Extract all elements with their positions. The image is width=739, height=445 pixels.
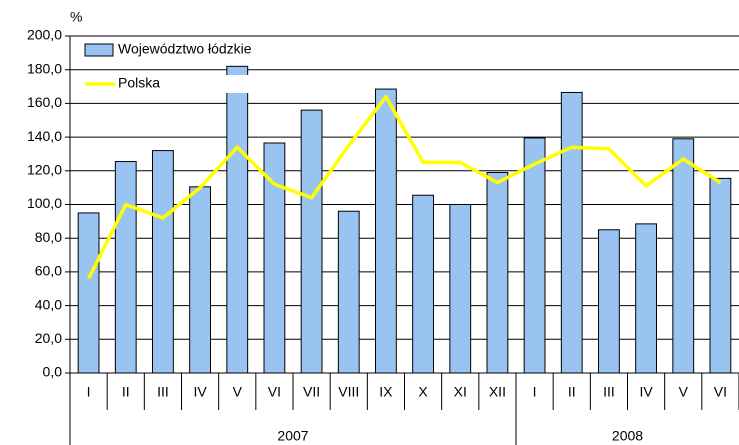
x-tick-label: XII: [489, 384, 506, 400]
x-tick-label: VII: [303, 384, 320, 400]
bar: [672, 138, 695, 374]
y-tick-label: 200,0: [27, 27, 62, 43]
x-tick-label: I: [87, 384, 91, 400]
y-tick-label: 80,0: [35, 229, 62, 245]
y-tick-label: 40,0: [35, 296, 62, 312]
bar: [152, 150, 174, 374]
y-tick-label: 160,0: [27, 94, 62, 110]
y-tick-label: 180,0: [27, 60, 62, 76]
x-tick-label: IV: [639, 384, 653, 400]
y-tick-label: 0,0: [43, 364, 63, 380]
bar: [560, 91, 583, 374]
bar: [486, 171, 509, 374]
x-tick-label: VIII: [338, 384, 359, 400]
x-group-label: 2008: [612, 428, 643, 444]
y-tick-label: 140,0: [27, 128, 62, 144]
x-tick-label: VI: [268, 384, 281, 400]
legend-bg: [115, 41, 295, 59]
x-tick-label: V: [233, 384, 243, 400]
x-tick-label: IX: [379, 384, 393, 400]
bar: [375, 88, 397, 374]
bar: [300, 109, 323, 374]
legend-label: Polska: [118, 75, 160, 91]
legend-bg: [115, 75, 295, 93]
legend-label: Województwo łódzkie: [118, 41, 252, 57]
bar: [412, 194, 434, 374]
y-tick-label: 20,0: [35, 330, 62, 346]
y-tick-label: 120,0: [27, 162, 62, 178]
bar: [337, 210, 360, 374]
bar: [523, 137, 546, 374]
x-tick-label: XI: [454, 384, 467, 400]
x-tick-label: V: [679, 384, 689, 400]
x-tick-label: II: [568, 384, 576, 400]
legend-swatch: [84, 43, 114, 57]
bar: [226, 65, 249, 374]
x-tick-label: X: [418, 384, 428, 400]
x-group-label: 2007: [277, 428, 308, 444]
bar: [77, 212, 100, 374]
x-tick-label: II: [122, 384, 130, 400]
y-tick-label: 100,0: [27, 195, 62, 211]
x-tick-label: IV: [193, 384, 207, 400]
x-tick-label: III: [603, 384, 615, 400]
x-tick-label: VI: [714, 384, 727, 400]
x-tick-label: I: [533, 384, 537, 400]
bar: [114, 161, 137, 374]
y-axis-label: %: [70, 9, 82, 25]
line: [87, 94, 722, 280]
bar: [263, 142, 286, 374]
y-tick-label: 60,0: [35, 263, 62, 279]
bar: [635, 223, 657, 374]
x-tick-label: III: [157, 384, 169, 400]
bar: [449, 204, 472, 374]
bar: [189, 186, 211, 374]
bar: [709, 177, 732, 374]
bar: [598, 229, 620, 374]
